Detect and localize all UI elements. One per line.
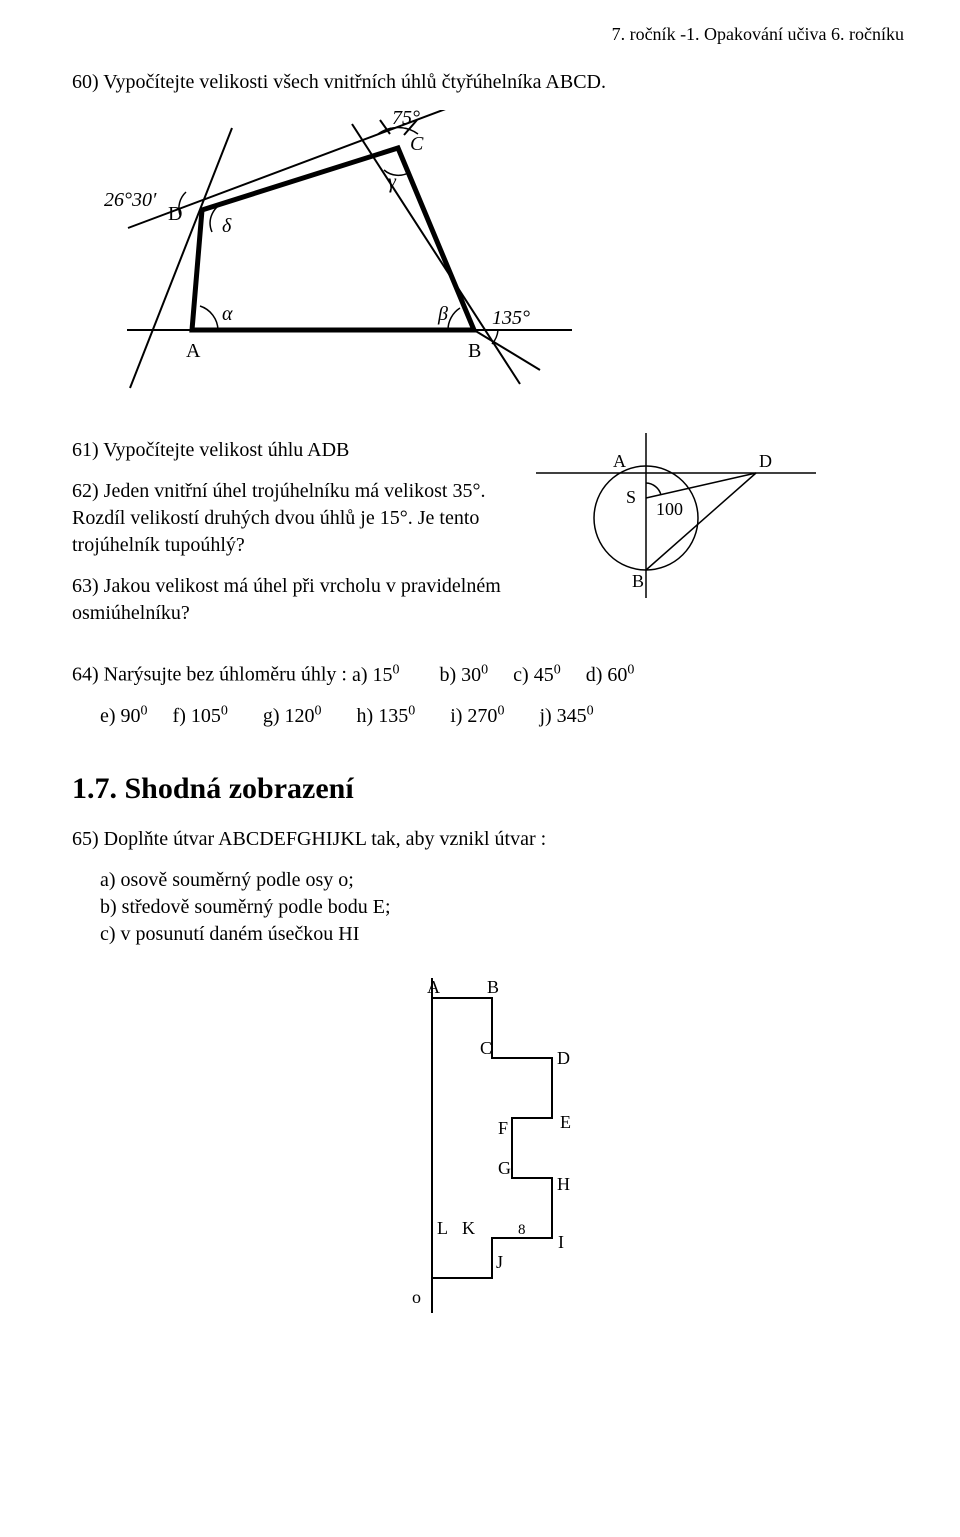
label-100: 100 — [656, 499, 683, 519]
label-alpha: α — [222, 303, 233, 325]
label-A: A — [186, 340, 201, 362]
quadrilateral-abcd — [192, 148, 474, 330]
question-64: 64) Narýsujte bez úhloměru úhly : a) 150… — [72, 661, 904, 689]
lbl-o: o — [412, 1287, 421, 1307]
question-63: 63) Jakou velikost má úhel při vrcholu v… — [72, 573, 502, 627]
page: 7. ročník -1. Opakování učiva 6. ročníku… — [0, 0, 960, 1537]
label-gamma: γ — [388, 171, 397, 193]
figure-q65: A B C D E F G H I J K L o 8 — [332, 978, 904, 1323]
question-61: 61) Vypočítejte velikost úhlu ADB — [72, 437, 502, 464]
circle-adb-diagram: A D B S 100 — [526, 423, 826, 613]
label-B2: B — [632, 571, 644, 591]
lbl-8: 8 — [518, 1222, 526, 1238]
label-beta: β — [437, 303, 448, 325]
q65-opt-b: b) středově souměrný podle bodu E; — [100, 894, 904, 921]
q64-h: h) 1350 — [357, 705, 416, 727]
lbl-C: C — [480, 1038, 492, 1058]
question-65-lead: 65) Doplňte útvar ABCDEFGHIJKL tak, aby … — [72, 826, 904, 853]
label-75: 75° — [392, 110, 420, 129]
lbl-E: E — [560, 1112, 571, 1132]
page-header: 7. ročník -1. Opakování učiva 6. ročníku — [72, 24, 904, 45]
label-A2: A — [613, 451, 626, 471]
q65-opt-a: a) osově souměrný podle osy o; — [100, 867, 904, 894]
figure-q60: A B C D α β γ δ 75° 135° 26°30′ — [72, 110, 904, 405]
q64-c: c) 450 — [513, 664, 561, 686]
question-65-options: a) osově souměrný podle osy o; b) středo… — [100, 867, 904, 948]
label-135: 135° — [492, 307, 530, 329]
q65-opt-c: c) v posunutí daném úsečkou HI — [100, 921, 904, 948]
q64-lead: 64) Narýsujte bez úhloměru úhly : — [72, 664, 347, 686]
question-62: 62) Jeden vnitřní úhel trojúhelníku má v… — [72, 478, 502, 559]
q64-b: b) 300 — [439, 664, 488, 686]
lbl-D: D — [557, 1048, 570, 1068]
label-C: C — [410, 133, 424, 155]
label-delta: δ — [222, 215, 232, 237]
lbl-L: L — [437, 1218, 448, 1238]
label-D2: D — [759, 451, 772, 471]
q64-a: a) 150 — [352, 664, 400, 686]
q64-d: d) 600 — [586, 664, 635, 686]
question-60: 60) Vypočítejte velikosti všech vnitřníc… — [72, 69, 904, 96]
lbl-A: A — [427, 978, 440, 997]
lbl-F: F — [498, 1118, 508, 1138]
lbl-K: K — [462, 1218, 475, 1238]
label-B: B — [468, 340, 481, 362]
label-D: D — [168, 203, 182, 225]
label-S: S — [626, 487, 636, 507]
q64-f: f) 1050 — [173, 705, 228, 727]
lbl-J: J — [496, 1252, 503, 1272]
lbl-H: H — [557, 1174, 570, 1194]
section-heading-1-7: 1.7. Shodná zobrazení — [72, 772, 904, 806]
q64-e: e) 900 — [100, 705, 148, 727]
question-64-line2: e) 900 f) 1050 g) 1200 h) 1350 i) 2700 j… — [100, 703, 904, 731]
q64-g: g) 1200 — [263, 705, 322, 727]
lbl-G: G — [498, 1158, 511, 1178]
staircase-diagram: A B C D E F G H I J K L o 8 — [332, 978, 652, 1318]
quadrilateral-diagram: A B C D α β γ δ 75° 135° 26°30′ — [72, 110, 632, 400]
q64-j: j) 3450 — [539, 705, 593, 727]
lbl-B: B — [487, 978, 499, 997]
q64-i: i) 2700 — [450, 705, 504, 727]
q61-63-block: 61) Vypočítejte velikost úhlu ADB 62) Je… — [72, 423, 904, 641]
lbl-I: I — [558, 1232, 564, 1252]
label-2630: 26°30′ — [104, 189, 157, 211]
